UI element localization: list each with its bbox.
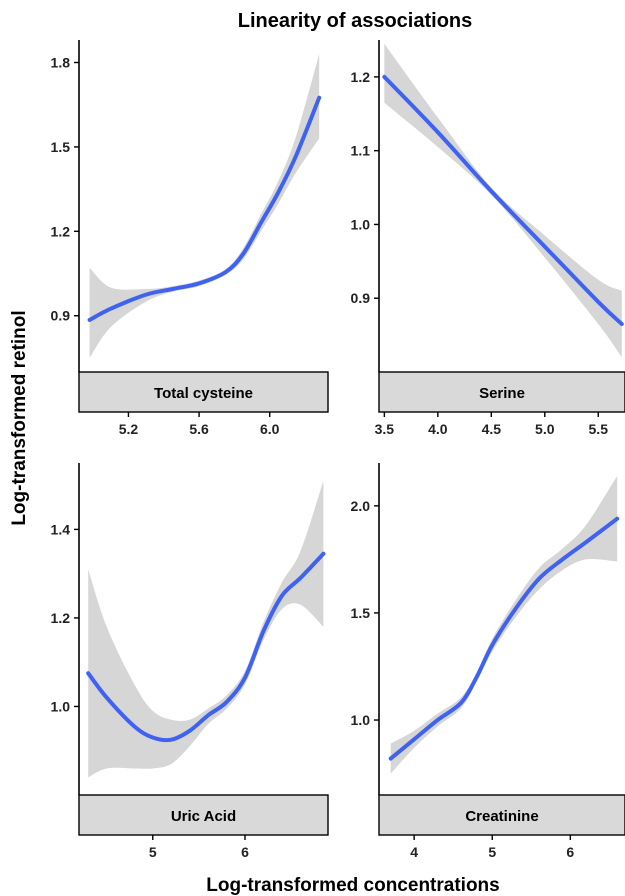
y-axis-title: Log-transformed retinol <box>9 310 30 525</box>
confidence-band <box>88 480 324 778</box>
y-tick-label: 1.5 <box>351 605 371 621</box>
facet-strip-label: Serine <box>479 385 525 402</box>
panel-1: 0.9 1.2 1.5 1.8 Total cysteine 5.2 5.6 6.0 <box>51 40 329 437</box>
panel-2: 0.9 1.0 1.1 1.2 Serine 3.5 4.0 4.5 5.0 5.5 <box>351 40 625 437</box>
x-tick-label: 5 <box>149 844 157 860</box>
y-tick-label: 1.1 <box>351 143 371 159</box>
x-tick-label: 5.5 <box>589 421 609 437</box>
fit-line <box>388 516 620 761</box>
y-tick-label: 1.0 <box>351 712 371 728</box>
x-tick-label: 6.0 <box>260 421 280 437</box>
x-tick-label: 4.5 <box>482 421 502 437</box>
facet-strip <box>378 794 625 836</box>
y-tick-label: 1.2 <box>51 223 71 239</box>
x-tick-label: 5.0 <box>535 421 555 437</box>
y-tick-label: 1.4 <box>51 521 71 537</box>
facet-strip <box>78 371 329 413</box>
facet-strip <box>378 371 625 413</box>
y-tick-label: 0.9 <box>351 290 371 306</box>
panel-3: 1.0 1.2 1.4 Uric Acid 5 6 <box>51 463 329 860</box>
x-tick-label: 5.2 <box>119 421 139 437</box>
fit-line <box>86 551 326 743</box>
x-tick-label: 5 <box>488 844 496 860</box>
x-tick-label: 6 <box>566 844 574 860</box>
chart-panels: 0.9 1.2 1.5 1.8 Total cysteine 5.2 5.6 6.0 0.9 1.… <box>51 40 625 860</box>
x-axis-title: Log-transformed concentrations <box>206 875 499 896</box>
confidence-band <box>89 54 320 358</box>
y-tick-label: 1.5 <box>51 139 71 155</box>
fit-line <box>382 74 624 327</box>
x-tick-label: 6 <box>241 844 249 860</box>
y-tick-label: 1.0 <box>51 698 71 714</box>
x-tick-label: 5.6 <box>189 421 209 437</box>
facet-strip <box>78 794 329 836</box>
y-tick-label: 1.8 <box>51 55 71 71</box>
x-tick-label: 4 <box>410 844 418 860</box>
chart-title: Linearity of associations <box>238 10 473 32</box>
y-tick-label: 1.0 <box>351 216 371 232</box>
y-tick-label: 2.0 <box>351 498 371 514</box>
y-tick-label: 1.2 <box>351 69 371 85</box>
facet-strip-label: Total cysteine <box>154 385 253 402</box>
fit-line <box>87 95 322 322</box>
y-tick-label: 0.9 <box>51 308 71 324</box>
panel-4: 1.0 1.5 2.0 Creatinine 4 5 6 <box>351 463 625 860</box>
x-tick-label: 3.5 <box>375 421 395 437</box>
confidence-band <box>384 43 622 358</box>
x-tick-label: 4.0 <box>428 421 448 437</box>
y-tick-label: 1.2 <box>51 610 71 626</box>
facet-strip-label: Uric Acid <box>171 808 236 825</box>
facet-strip-label: Creatinine <box>465 808 538 825</box>
